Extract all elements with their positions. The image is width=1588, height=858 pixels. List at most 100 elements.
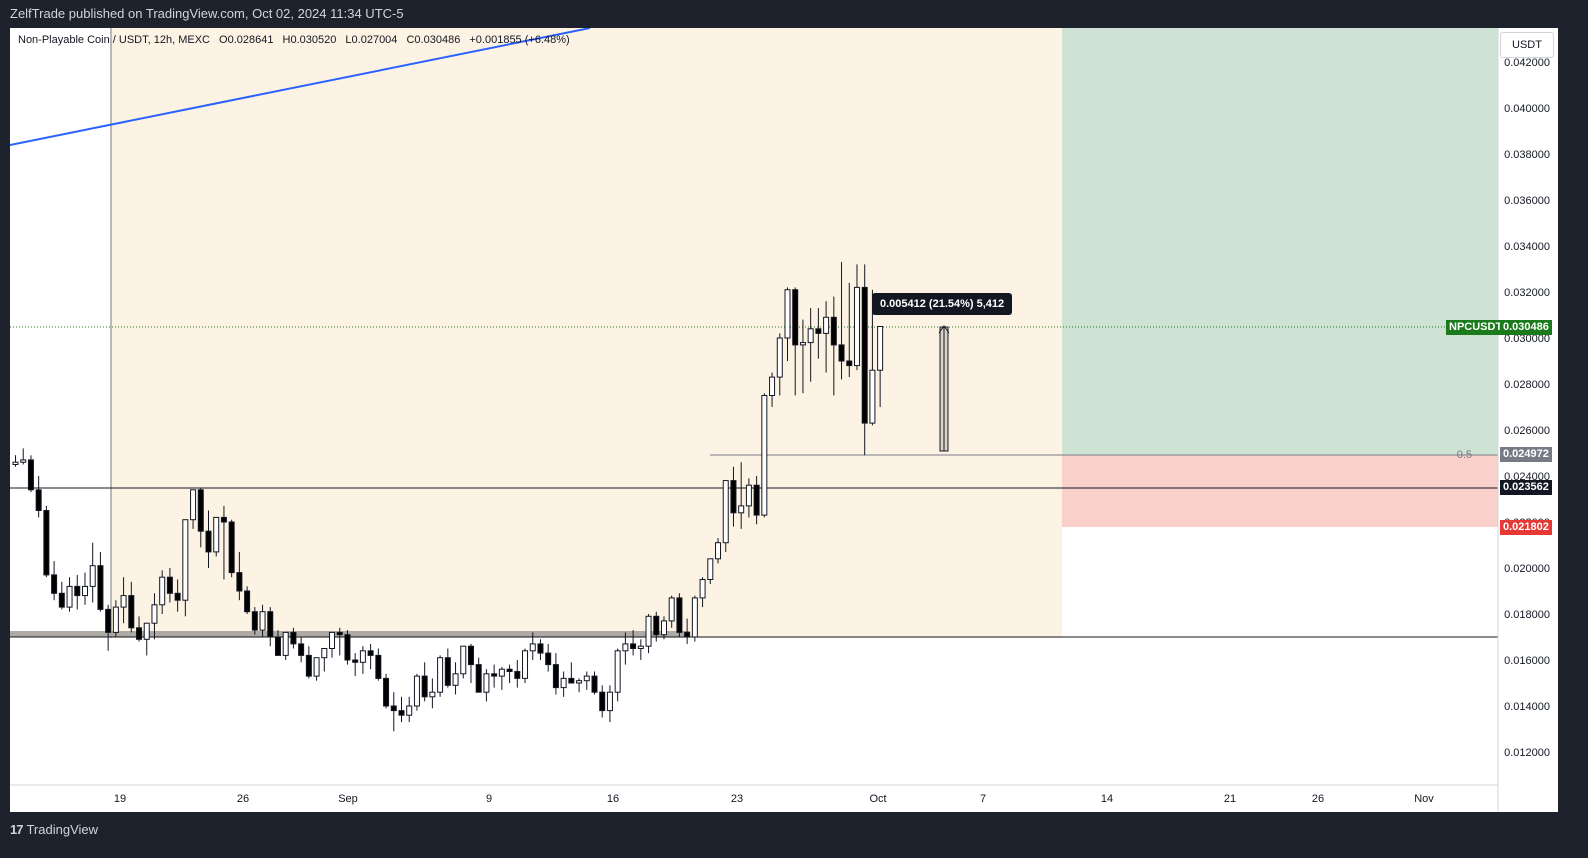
price-tick-label: 0.016000 (1504, 655, 1550, 667)
candle-body (274, 636, 281, 656)
candle-body (745, 484, 752, 507)
candle-body (27, 459, 34, 491)
price-tick-label: 0.042000 (1504, 57, 1550, 69)
candle-body (228, 521, 235, 574)
symbol-tag: NPCUSDT (1446, 320, 1506, 335)
candle-body (583, 675, 590, 682)
candle-body (846, 360, 853, 367)
published-text: ZelfTrade published on TradingView.com, … (10, 6, 404, 21)
candle-body (390, 705, 397, 712)
candle-body (838, 344, 845, 362)
candle-body (668, 597, 675, 622)
candle-body (421, 675, 428, 698)
tradingview-logo-text: TradingView (26, 822, 99, 837)
candle-body (336, 631, 343, 636)
candle-body (437, 657, 444, 693)
candle-body (522, 650, 529, 679)
candle-body (622, 643, 629, 652)
candle-body (537, 643, 544, 654)
candle-body (298, 643, 305, 656)
loss-zone (1062, 455, 1498, 527)
price-tick-label: 0.040000 (1504, 103, 1550, 115)
tradingview-logo[interactable]: 17 TradingView (10, 822, 98, 837)
time-tick-label: Nov (1414, 793, 1434, 805)
candle-body (66, 585, 73, 608)
time-tick-label: Sep (338, 793, 358, 805)
candle-body (128, 595, 135, 629)
time-tick-label: 14 (1101, 793, 1113, 805)
time-tick-label: 9 (486, 793, 492, 805)
candle-body (815, 328, 822, 334)
horizontal-line-tag: 0.023562 (1500, 480, 1552, 495)
time-tick-label: 23 (731, 793, 743, 805)
candle-body (197, 489, 204, 532)
price-tick-label: 0.034000 (1504, 241, 1550, 253)
legend-change: +0.001855 (+6.48%) (469, 34, 570, 46)
candle-body (136, 627, 143, 640)
measure-arrowhead (938, 325, 950, 334)
candle-body (722, 480, 729, 544)
candle-body (715, 542, 722, 560)
candle-body (105, 608, 112, 633)
last-price-tag: 0.030486 (1500, 320, 1552, 335)
candle-body (606, 691, 613, 712)
candle-body (20, 459, 27, 463)
candle-body (630, 643, 637, 650)
candle-body (799, 342, 806, 346)
candle-body (444, 657, 451, 686)
candle-body (159, 576, 166, 606)
candle-body (220, 516, 227, 523)
price-tick-label: 0.020000 (1504, 563, 1550, 575)
time-tick-label: 19 (114, 793, 126, 805)
candle-body (321, 648, 328, 659)
candle-body (707, 558, 714, 580)
stop-loss-tag: 0.021802 (1500, 520, 1552, 535)
candle-body (166, 576, 173, 594)
candle-body (375, 654, 382, 679)
candle-body (776, 337, 783, 378)
candle-body (251, 611, 258, 631)
range-zone (110, 28, 1062, 638)
chart-svg[interactable]: 0.5 0.042000 0.040000 0.038000 0.036000 0.03… (10, 28, 1558, 812)
candle-body (699, 579, 706, 599)
candle-body (35, 489, 42, 511)
candle-body (467, 645, 474, 666)
candle-body (498, 668, 505, 677)
chart-legend: Non-Playable Coin / USDT, 12h, MEXC O0.0… (18, 34, 576, 46)
legend-symbol: Non-Playable Coin / USDT, 12h, MEXC (18, 34, 210, 46)
candle-body (691, 597, 698, 638)
publish-header: ZelfTrade published on TradingView.com, … (0, 0, 1588, 28)
chart-pane[interactable]: 0.5 0.042000 0.040000 0.038000 0.036000 0.03… (10, 28, 1558, 812)
candle-body (514, 671, 521, 679)
candle-body (830, 316, 837, 346)
candle-body (174, 592, 181, 601)
candle-body (352, 659, 359, 663)
price-ticks-group: 0.042000 0.040000 0.038000 0.036000 0.034000… (1504, 57, 1550, 759)
candle-body (97, 565, 104, 610)
time-tick-label: 21 (1224, 793, 1236, 805)
profit-zone (1062, 28, 1498, 455)
candle-body (290, 631, 297, 645)
candle-body (807, 328, 814, 344)
price-tick-label: 0.018000 (1504, 609, 1550, 621)
candle-body (406, 705, 413, 716)
candle-body (143, 622, 150, 640)
candle-body (244, 590, 251, 613)
currency-selector[interactable]: USDT (1500, 32, 1554, 58)
support-band[interactable] (10, 631, 690, 637)
candle-body (853, 286, 860, 367)
price-tick-label: 0.028000 (1504, 379, 1550, 391)
candle-body (282, 631, 289, 656)
candle-body (560, 677, 567, 689)
trendline[interactable] (10, 28, 591, 146)
candle-body (684, 631, 691, 638)
time-tick-label: 7 (980, 793, 986, 805)
candle-body (182, 519, 189, 601)
candle-body (344, 634, 351, 661)
candle-body (81, 585, 88, 597)
candle-body (74, 585, 81, 597)
footer-bar: 17 TradingView (0, 812, 1588, 858)
candle-body (475, 664, 482, 693)
candle-body (452, 673, 459, 686)
candle-body (491, 673, 498, 677)
